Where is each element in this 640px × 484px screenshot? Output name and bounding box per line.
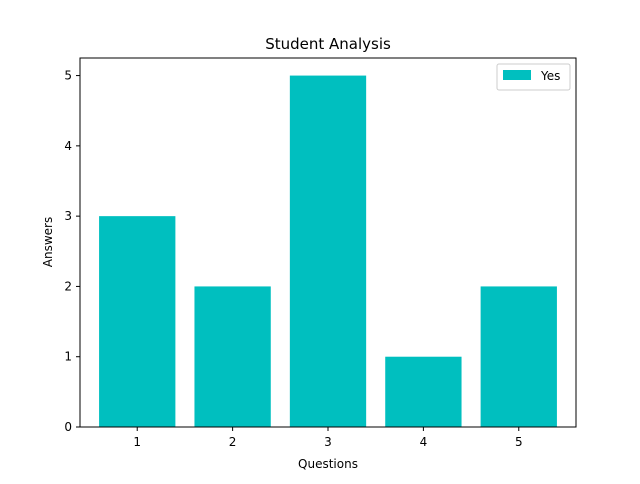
plot-frame <box>79 57 577 428</box>
y-tick-label: 2 <box>64 279 72 293</box>
legend-swatch <box>503 70 531 80</box>
bar-question-4 <box>385 356 462 427</box>
y-axis-ticks: 0 1 2 3 4 5 <box>64 69 80 434</box>
legend-label: Yes <box>540 69 560 83</box>
y-axis-label: Answers <box>41 217 55 267</box>
bar-question-2 <box>194 286 271 427</box>
x-tick-label: 5 <box>515 435 523 449</box>
x-axis-label: Questions <box>298 457 358 471</box>
y-tick-label: 1 <box>64 350 72 364</box>
x-tick-label: 4 <box>420 435 428 449</box>
x-axis-ticks: 1 2 3 4 5 <box>133 427 523 449</box>
bar-question-3 <box>289 75 367 428</box>
y-tick-label: 3 <box>64 209 72 223</box>
x-tick-label: 2 <box>229 435 237 449</box>
x-tick-label: 1 <box>133 435 141 449</box>
bar-question-5 <box>480 286 557 427</box>
y-tick-label: 0 <box>64 420 72 434</box>
y-tick-label: 5 <box>64 69 72 83</box>
chart-title: Student Analysis <box>265 35 391 53</box>
legend: Yes <box>496 63 571 91</box>
bars-group <box>99 75 557 428</box>
x-tick-label: 3 <box>324 435 332 449</box>
bar-question-1 <box>99 216 176 427</box>
y-tick-label: 4 <box>64 139 72 153</box>
